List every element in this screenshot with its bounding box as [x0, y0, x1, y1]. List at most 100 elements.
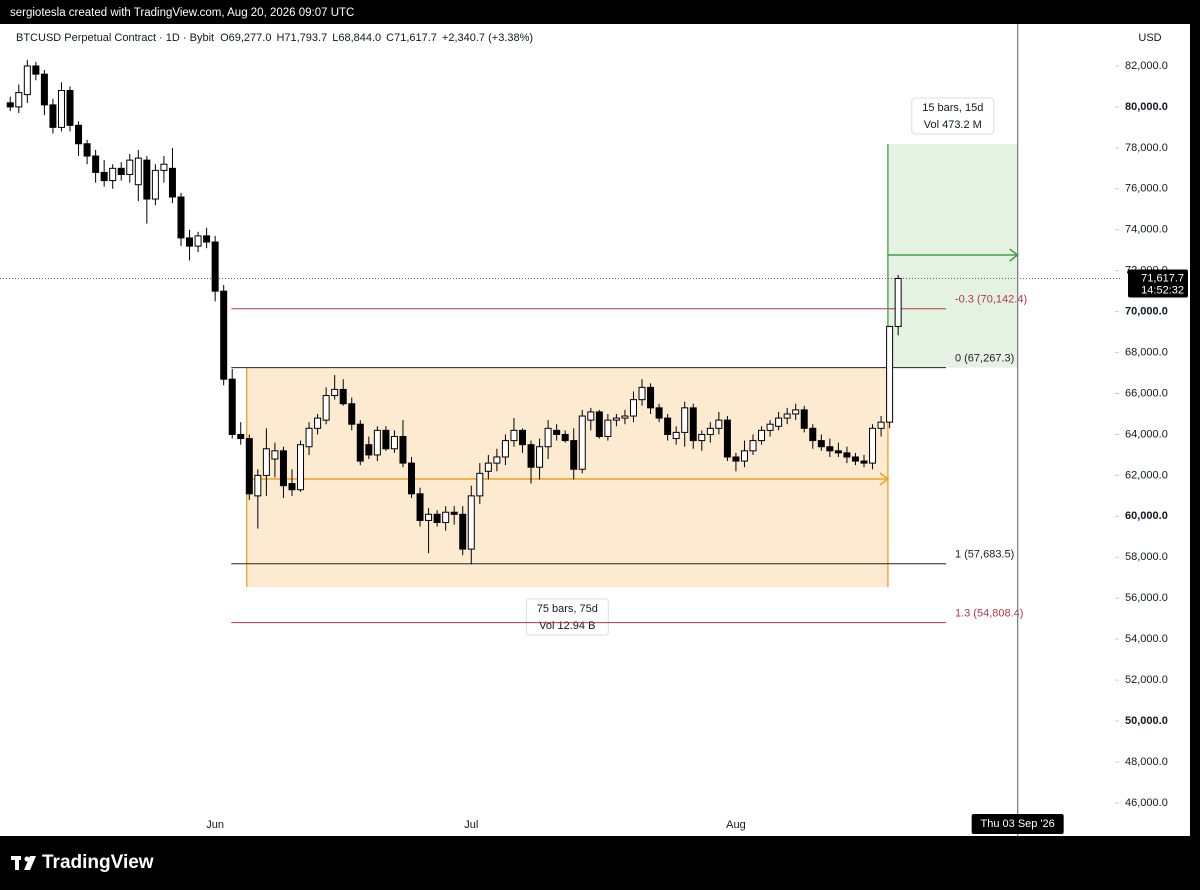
candle-body [732, 456, 740, 462]
candle-body [894, 278, 902, 327]
candle-body [647, 386, 655, 409]
candle-body [322, 395, 330, 421]
candle-body [518, 429, 526, 446]
candle-body [536, 446, 544, 468]
candle-body [228, 378, 236, 435]
candle-body [32, 65, 40, 75]
candle-body [109, 167, 117, 182]
axis-label: USD [1138, 32, 1161, 44]
candle-body [40, 73, 48, 106]
candle-body [672, 431, 680, 440]
y-tick-label: 46,000.0 [1125, 797, 1168, 809]
candle-body [160, 163, 168, 171]
candle-body [578, 415, 586, 470]
candle-body [49, 104, 57, 128]
candle-body [262, 448, 270, 476]
x-tick-label: Aug [726, 819, 746, 831]
y-tick-label: 64,000.0 [1125, 428, 1168, 440]
candle-body [408, 462, 416, 495]
candle-body [450, 511, 458, 515]
candle-body [826, 446, 834, 452]
candle-body [604, 419, 612, 437]
brand: TradingView [42, 852, 154, 873]
candle-body [220, 290, 228, 380]
x-tick-label: Jul [464, 819, 478, 831]
candle-body [126, 159, 134, 175]
y-tick-label: 58,000.0 [1125, 551, 1168, 563]
y-tick-label: 82,000.0 [1125, 60, 1168, 72]
candle-body [689, 407, 697, 442]
candle-body [151, 169, 159, 200]
candle-body [860, 460, 868, 464]
symbol: BTCUSD Perpetual Contract · 1D · Bybit [16, 32, 214, 44]
ohlc-value: C71,617.7 [386, 32, 437, 44]
brand-logo [11, 856, 36, 870]
candle-body [254, 474, 262, 497]
date-tag [971, 814, 1064, 834]
measure-label: Vol 12.94 B [539, 620, 595, 632]
candle-body [570, 440, 578, 470]
price-tag-countdown: 14:52:32 [1141, 284, 1184, 296]
measure-label: Vol 473.2 M [924, 119, 982, 131]
candle-body [288, 483, 296, 491]
candle-body [706, 427, 714, 435]
candle-body [484, 462, 492, 472]
credit: sergiotesla created with TradingView.com… [10, 7, 354, 19]
candle-body [271, 450, 279, 460]
candle-body [237, 433, 245, 440]
candle-body [433, 513, 441, 523]
y-tick-label: 48,000.0 [1125, 756, 1168, 768]
y-tick-label: 60,000.0 [1125, 510, 1168, 522]
arrow-head [879, 472, 890, 486]
candle-body [279, 450, 287, 487]
candle-body [655, 407, 663, 419]
y-tick-label: 54,000.0 [1125, 633, 1168, 645]
measure-label: 15 bars, 15d [922, 102, 983, 114]
candle-body [373, 429, 381, 456]
candle-body [168, 167, 176, 198]
measure-box [887, 143, 1018, 368]
y-tick-label: 74,000.0 [1125, 224, 1168, 236]
candle-body [356, 423, 364, 462]
candle-body [715, 419, 723, 429]
y-tick-label: 78,000.0 [1125, 142, 1168, 154]
candle-body [194, 235, 202, 247]
candle-body [817, 440, 825, 448]
candle-body [587, 411, 595, 421]
level-label: -0.3 (70,142.4) [955, 294, 1027, 306]
candle-body [476, 472, 484, 497]
candle-body [348, 403, 356, 425]
candle-body [143, 159, 151, 200]
y-tick-label: 50,000.0 [1125, 715, 1168, 727]
candle-body [459, 513, 467, 550]
ohlc-value: +2,340.7 (+3.38%) [442, 32, 533, 44]
candle-body [399, 435, 407, 464]
candle-body [834, 450, 842, 454]
candle-body [382, 429, 390, 450]
date-tag-label: Thu 03 Sep '26 [981, 818, 1055, 830]
candle-body [467, 495, 475, 550]
candle-body [390, 435, 398, 450]
candle-body [851, 456, 859, 462]
y-tick-label: 76,000.0 [1125, 183, 1168, 195]
candle-body [425, 513, 433, 521]
candle-body [15, 92, 23, 108]
candle-body [775, 417, 783, 427]
y-tick-label: 56,000.0 [1125, 592, 1168, 604]
level-label: 1 (57,683.5) [955, 549, 1014, 561]
candle-body [92, 155, 100, 173]
candle-body [305, 427, 313, 448]
y-tick-label: 70,000.0 [1125, 306, 1168, 318]
measure-label: 75 bars, 75d [537, 603, 598, 615]
candle-body [6, 102, 14, 108]
candle-body [843, 452, 851, 458]
candle-body [740, 450, 748, 462]
candle-body [877, 421, 885, 429]
candle-body [783, 413, 791, 419]
candle-body [595, 411, 603, 437]
x-tick-label: Jun [206, 819, 224, 831]
y-tick-label: 66,000.0 [1125, 387, 1168, 399]
y-tick-label: 80,000.0 [1125, 101, 1168, 113]
